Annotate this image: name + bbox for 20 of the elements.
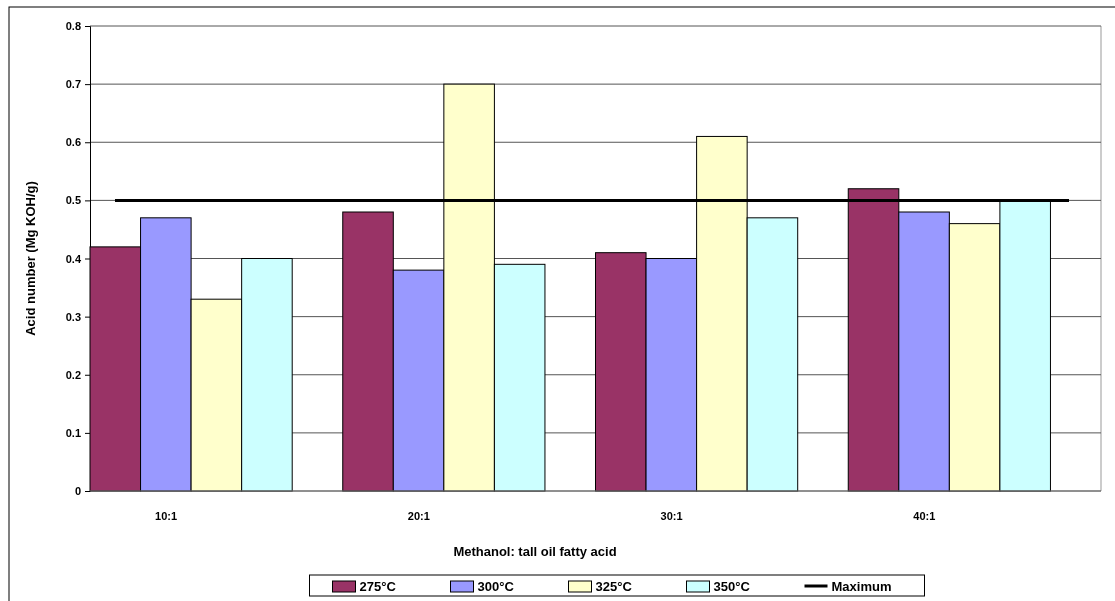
y-tick-label: 0.5 (65, 194, 81, 207)
x-tick-label: 20:1 (407, 510, 430, 522)
legend-label: 300°C (477, 579, 515, 594)
x-tick-label: 40:1 (913, 510, 936, 522)
x-tick-label: 30:1 (660, 510, 683, 522)
y-tick-label: 0 (74, 485, 81, 498)
x-tick-label: 10:1 (155, 510, 178, 522)
y-tick-label: 0.4 (65, 252, 82, 265)
y-tick-label: 0.7 (65, 78, 81, 91)
y-tick-label: 0.8 (65, 20, 81, 33)
y-axis-title: Acid number (Mg KOH/g) (23, 181, 38, 336)
legend-label: Maximum (831, 579, 892, 594)
legend-label: 275°C (359, 579, 397, 594)
y-tick-label: 0.3 (65, 310, 81, 323)
y-tick-label: 0.2 (65, 368, 81, 381)
y-tick-label: 0.6 (65, 136, 81, 149)
legend-label: 350°C (713, 579, 751, 594)
legend-label: 325°C (595, 579, 633, 594)
y-tick-label: 0.1 (65, 426, 81, 439)
x-axis-title: Methanol: tall oil fatty acid (453, 544, 617, 559)
